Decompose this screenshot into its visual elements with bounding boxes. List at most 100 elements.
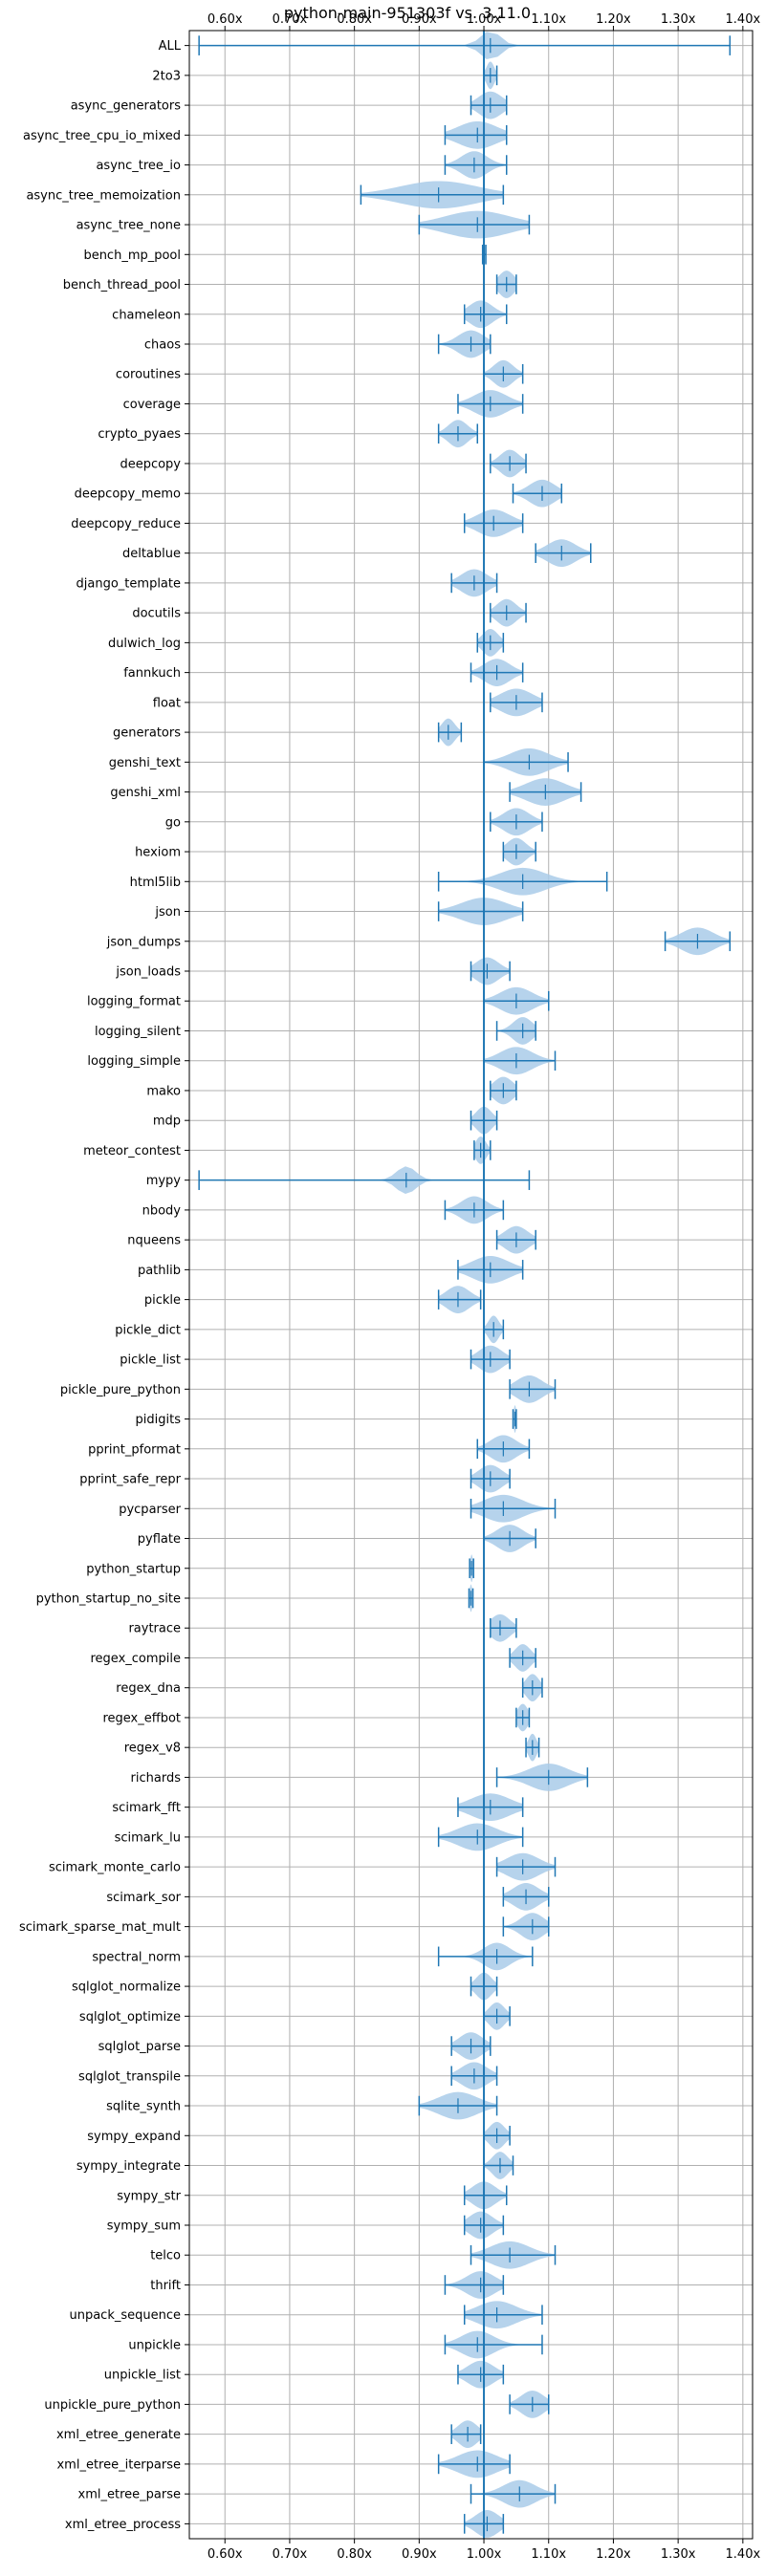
benchmark-label: json_loads <box>115 965 181 980</box>
violin-group <box>483 986 550 1015</box>
x-tick-label-top: 1.20x <box>596 12 631 27</box>
violin-group <box>444 151 508 179</box>
benchmark-label: hexiom <box>135 846 181 860</box>
benchmark-label: genshi_text <box>109 756 181 770</box>
benchmark-label: scimark_lu <box>115 1830 181 1845</box>
benchmark-label: float <box>153 696 181 710</box>
benchmark-label: json <box>154 905 181 920</box>
violin-group <box>437 1823 524 1851</box>
violin-group <box>463 300 508 329</box>
benchmark-label: raytrace <box>128 1622 181 1636</box>
benchmark-label: unpickle_pure_python <box>44 2398 181 2413</box>
benchmark-label: scimark_sor <box>106 1891 181 1905</box>
violin-group <box>490 808 543 836</box>
benchmark-label: async_tree_io <box>96 159 181 173</box>
benchmark-label: logging_format <box>87 995 181 1009</box>
benchmark-label: async_generators <box>71 99 182 114</box>
benchmark-label: ALL <box>159 39 182 54</box>
x-tick-label-bottom: 1.00x <box>467 2547 502 2562</box>
x-tick-label-bottom: 0.90x <box>402 2547 437 2562</box>
x-tick-label-top: 0.90x <box>402 12 437 27</box>
benchmark-label: pickle_list <box>120 1353 181 1368</box>
benchmark-label: sympy_integrate <box>76 2159 181 2174</box>
violin-group <box>490 688 543 717</box>
benchmark-label: richards <box>131 1771 182 1786</box>
benchmark-label: thrift <box>150 2279 181 2293</box>
violin-group <box>483 2002 511 2030</box>
benchmark-label: python_startup <box>86 1562 181 1576</box>
violin-group <box>509 1375 557 1403</box>
violin-group <box>468 1584 474 1613</box>
benchmark-label: sqlglot_parse <box>98 2040 181 2054</box>
benchmark-label: html5lib <box>130 876 181 890</box>
benchmark-label: deepcopy_memo <box>75 487 181 502</box>
benchmark-label: regex_effbot <box>102 1711 181 1725</box>
violin-group <box>470 2240 557 2269</box>
violin-group <box>463 509 524 537</box>
benchmark-label: sympy_sum <box>107 2219 181 2234</box>
benchmark-label: pyflate <box>138 1532 181 1547</box>
violin-group <box>437 1942 534 1971</box>
benchmark-label: chameleon <box>112 308 181 322</box>
benchmark-label: python_startup_no_site <box>36 1592 181 1607</box>
violin-group <box>463 2181 508 2210</box>
violin-group <box>509 778 582 806</box>
violin-group <box>490 1613 517 1642</box>
x-tick-label-top: 1.00x <box>467 12 502 27</box>
benchmark-label: bench_thread_pool <box>63 278 181 292</box>
violin-group <box>495 1225 536 1254</box>
violin-group <box>198 32 732 59</box>
violin-group <box>437 867 608 896</box>
violin-group <box>483 2121 511 2150</box>
x-tick-label-bottom: 0.60x <box>208 2547 243 2562</box>
violin-group <box>457 390 524 418</box>
violin-group <box>470 2479 557 2508</box>
violin-group <box>495 1017 536 1045</box>
violin-group <box>444 1196 505 1224</box>
violin-group <box>457 2360 505 2389</box>
violin-group <box>450 2420 482 2449</box>
benchmark-label: unpickle_list <box>104 2369 181 2383</box>
violin-group <box>495 1764 589 1791</box>
violin-group <box>444 2271 505 2299</box>
x-tick-label-bottom: 1.20x <box>596 2547 631 2562</box>
benchmark-label: spectral_norm <box>92 1950 181 1964</box>
benchmark-label: logging_silent <box>95 1025 181 1039</box>
violin-group <box>360 181 505 209</box>
violin-group <box>437 1286 482 1313</box>
violin-group <box>502 837 536 866</box>
benchmark-label: unpack_sequence <box>69 2308 181 2323</box>
violin-group <box>470 91 508 119</box>
violin-group <box>463 2301 543 2329</box>
violin-group <box>483 2152 514 2179</box>
violin-group <box>476 629 505 657</box>
benchmark-label: sqlglot_normalize <box>72 1981 181 1995</box>
violin-group <box>470 957 511 985</box>
benchmark-label: pickle <box>144 1293 181 1308</box>
plot-frame <box>188 30 754 2540</box>
violin-group <box>444 120 508 149</box>
x-tick-label-bottom: 1.30x <box>661 2547 696 2562</box>
benchmark-label: go <box>165 815 181 830</box>
benchmark-label: scimark_fft <box>112 1801 181 1815</box>
benchmark-label: meteor_contest <box>83 1144 181 1158</box>
benchmark-label: xml_etree_process <box>65 2518 181 2532</box>
benchmark-label: coroutines <box>116 368 181 382</box>
violin-group <box>437 2450 511 2479</box>
benchmark-label: pidigits <box>136 1413 182 1427</box>
violin-group <box>437 420 479 448</box>
benchmark-label: sympy_str <box>117 2189 181 2203</box>
benchmark-label: crypto_pyaes <box>98 427 181 442</box>
violin-group <box>512 1405 517 1433</box>
x-tick-label-top: 0.80x <box>337 12 372 27</box>
benchmark-label: async_tree_none <box>76 219 181 233</box>
benchmark-label: mypy <box>146 1174 182 1188</box>
violin-group <box>521 1674 543 1702</box>
violin-group <box>476 1435 531 1463</box>
violin-group <box>495 271 517 298</box>
violin-group <box>483 359 524 388</box>
violin-group <box>502 1913 550 1940</box>
violin-group <box>483 1525 536 1552</box>
benchmark-label: regex_v8 <box>124 1742 181 1756</box>
